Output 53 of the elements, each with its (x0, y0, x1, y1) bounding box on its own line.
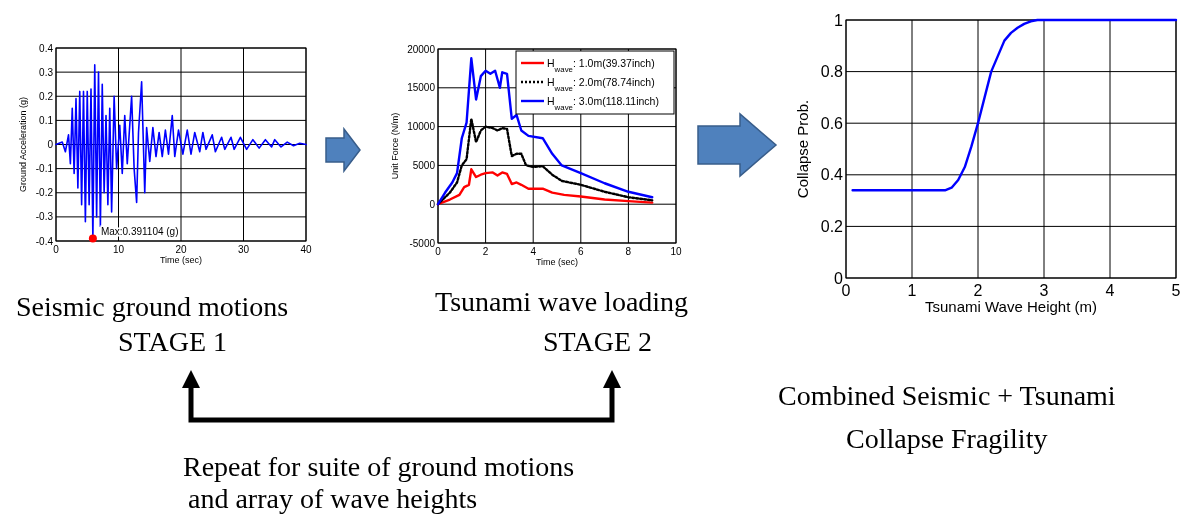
y-tick-label: 15000 (407, 82, 436, 94)
text: STAGE 2 (543, 326, 652, 357)
y-tick-label: 0.2 (820, 218, 844, 235)
x-tick-label: 1 (907, 282, 917, 299)
text: Combined Seismic + Tsunami (778, 380, 1116, 411)
x-axis-title: Tsunami Wave Height (m) (925, 298, 1097, 315)
x-tick-label: 5 (1171, 282, 1181, 299)
y-tick-label: -0.2 (35, 187, 54, 199)
y-tick-label: 0.1 (39, 114, 54, 126)
y-axis-title: Collapse Prob. (794, 99, 811, 199)
x-tick-label: 2 (482, 246, 489, 257)
x-tick-label: 20 (175, 244, 187, 255)
y-tick-label: -5000 (409, 237, 436, 249)
x-tick-label: 4 (530, 246, 537, 257)
y-tick-label: 0.4 (820, 166, 844, 184)
y-tick-label: 5000 (412, 159, 436, 171)
y-tick-label: -0.4 (35, 235, 54, 247)
y-axis-title: Ground Acceleration (g) (18, 96, 28, 193)
line-series (851, 18, 1178, 192)
x-axis-title: Time (sec) (535, 257, 579, 267)
y-tick-label: 10000 (407, 121, 436, 133)
legend-label: H$_{wave}$: 3.0m(118.11inch) (547, 95, 659, 112)
text: STAGE 1 (118, 326, 227, 357)
x-tick-label: 4 (1105, 282, 1115, 299)
x-tick-label: 8 (625, 246, 632, 257)
x-tick-label: 10 (670, 246, 682, 257)
text: and array of wave heights (188, 483, 478, 514)
y-tick-label: 0.3 (39, 66, 54, 78)
x-axis-title: Time (sec) (159, 255, 203, 265)
text: Repeat for suite of ground motions (183, 451, 575, 482)
y-tick-label: 0 (429, 198, 436, 210)
y-tick-label: 20000 (407, 43, 436, 55)
text: Tsunami wave loading (435, 286, 689, 317)
text: Collapse Fragility (846, 423, 1048, 454)
y-tick-label: 1 (834, 11, 844, 29)
legend-label: H$_{wave}$: 1.0m(39.37inch) (547, 57, 655, 74)
x-tick-label: 6 (578, 246, 585, 257)
y-tick-label: 0.8 (820, 63, 844, 81)
y-axis-title: Unit Force (N/m) (390, 112, 400, 180)
x-tick-label: 3 (1039, 282, 1049, 299)
y-tick-label: 0.4 (39, 42, 54, 54)
y-tick-label: -0.1 (35, 163, 54, 175)
legend-label: H$_{wave}$: 2.0m(78.74inch) (547, 76, 655, 93)
x-tick-label: 10 (112, 244, 125, 255)
x-tick-label: 2 (973, 282, 983, 299)
x-tick-label: 30 (237, 244, 250, 255)
y-tick-label: 0.6 (820, 114, 844, 132)
y-tick-label: -0.3 (35, 211, 54, 223)
text: Seismic ground motions (16, 291, 289, 322)
y-tick-label: 0 (47, 139, 54, 150)
x-tick-label: 40 (300, 244, 312, 255)
y-tick-label: 0.2 (39, 90, 54, 102)
line-series (436, 168, 654, 206)
